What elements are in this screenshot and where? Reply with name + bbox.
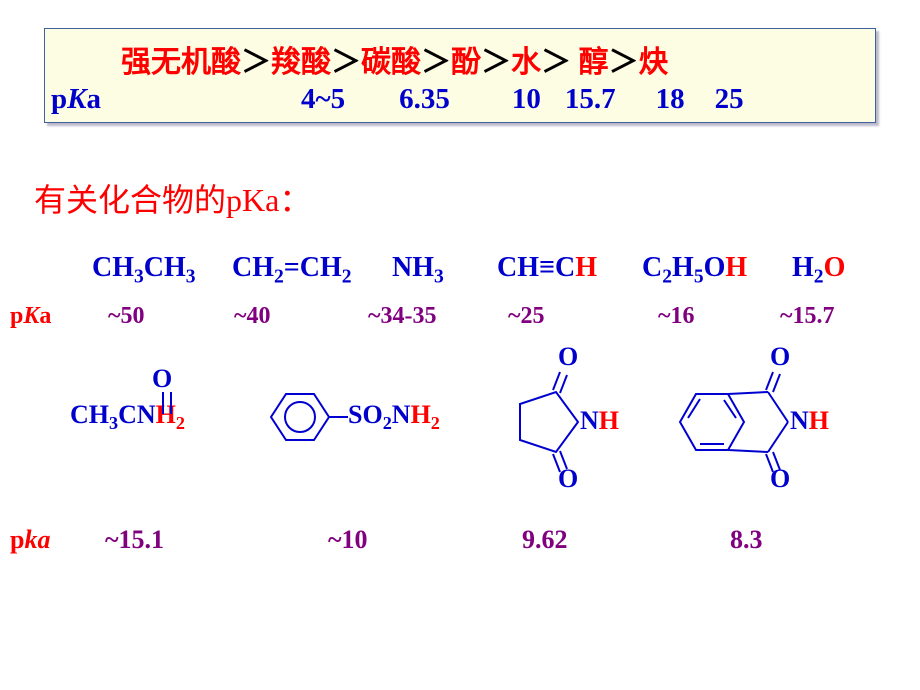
pka-value: ~15.7 (780, 303, 834, 330)
pka-value: ~10 (328, 525, 368, 555)
compound-formula: NH3 (392, 252, 497, 289)
structure-acetamide: O CH3CNH2 (70, 400, 185, 434)
pka-label-2: pka (10, 525, 50, 555)
acidity-ranking-box: 强无机酸＞羧酸＞碳酸＞酚＞水＞ 醇＞炔 pKa4~56.351015.71825 (44, 28, 876, 123)
pka-value: ~16 (658, 303, 694, 330)
pka-label: pKa (10, 303, 98, 330)
compound-formula: CH3CH3 (92, 252, 232, 289)
pka-value: ~15.1 (105, 525, 164, 555)
oxygen-label: O (152, 364, 172, 394)
pka-value: ~25 (508, 303, 544, 330)
pka-value: ~50 (108, 303, 144, 330)
section-title: 有关化合物的pKa： (34, 175, 311, 221)
oxygen-label: O (558, 342, 578, 372)
oxygen-label: O (770, 342, 790, 372)
oxygen-label: O (770, 464, 790, 494)
compound-formulas-row: CH3CH3CH2=CH2NH3CH≡CHC2H5OHH2O (92, 252, 872, 289)
pka-scale-line: pKa4~56.351015.71825 (51, 83, 869, 116)
oxygen-label: O (558, 464, 578, 494)
compound-formula: C2H5OH (642, 252, 792, 289)
pka-value: 8.3 (730, 525, 763, 555)
compound-formula: CH≡CH (497, 252, 642, 284)
pka-values-row-1: pKa ~50~40~34-35~25~16~15.7 (10, 303, 98, 330)
compound-formula: H2O (792, 252, 872, 289)
compound-formula: CH2=CH2 (232, 252, 392, 289)
pka-value: 9.62 (522, 525, 568, 555)
pka-value: ~40 (234, 303, 270, 330)
pka-value: ~34-35 (368, 303, 436, 330)
benzene-ring-icon (256, 382, 336, 452)
double-bond-icon (159, 392, 179, 420)
acidity-ranking-line: 强无机酸＞羧酸＞碳酸＞酚＞水＞ 醇＞炔 (51, 37, 869, 81)
pka-values-row-2: pka ~15.1~109.628.3 (10, 525, 50, 555)
